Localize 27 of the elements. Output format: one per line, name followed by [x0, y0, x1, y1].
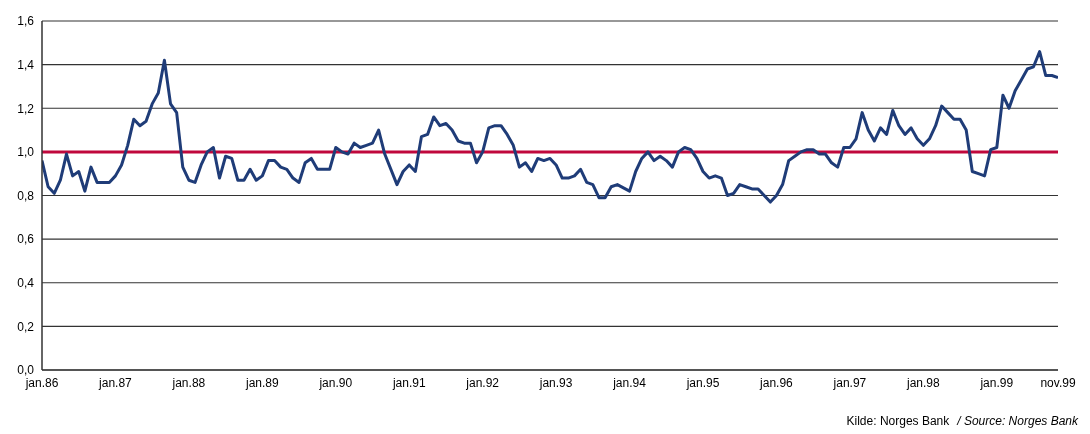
x-tick-label: jan.86 [24, 375, 59, 390]
y-tick-label: 0,6 [17, 232, 35, 247]
y-tick-label: 1,6 [17, 14, 35, 29]
y-tick-label: 1,4 [17, 57, 35, 72]
text: Kilde: Norges Bank [846, 414, 950, 428]
x-tick-label: jan.93 [538, 375, 573, 390]
x-tick-label: jan.96 [759, 375, 794, 390]
x-tick-label: jan.87 [98, 375, 133, 390]
x-tick-label: jan.88 [171, 375, 206, 390]
y-tick-label: 1,0 [17, 145, 35, 160]
x-tick-label: jan.91 [391, 375, 426, 390]
x-tick-label: jan.95 [685, 375, 720, 390]
x-tick-label: jan.98 [906, 375, 941, 390]
y-tick-label: 0,2 [17, 319, 35, 334]
x-tick-label: nov.99 [1040, 375, 1076, 390]
x-tick-label: jan.94 [612, 375, 647, 390]
x-tick-label: jan.97 [832, 375, 867, 390]
x-tick-label: jan.90 [318, 375, 353, 390]
text: / Source: Norges Bank [957, 414, 1078, 428]
y-tick-label: 0,8 [17, 188, 35, 203]
y-tick-label: 0,4 [17, 276, 35, 291]
x-tick-label: jan.99 [979, 375, 1014, 390]
x-tick-label: jan.89 [244, 375, 280, 390]
y-tick-label: 0,0 [17, 363, 35, 378]
line-series [42, 50, 1058, 204]
y-tick-label: 1,2 [17, 101, 35, 116]
x-tick-label: jan.92 [465, 375, 500, 390]
